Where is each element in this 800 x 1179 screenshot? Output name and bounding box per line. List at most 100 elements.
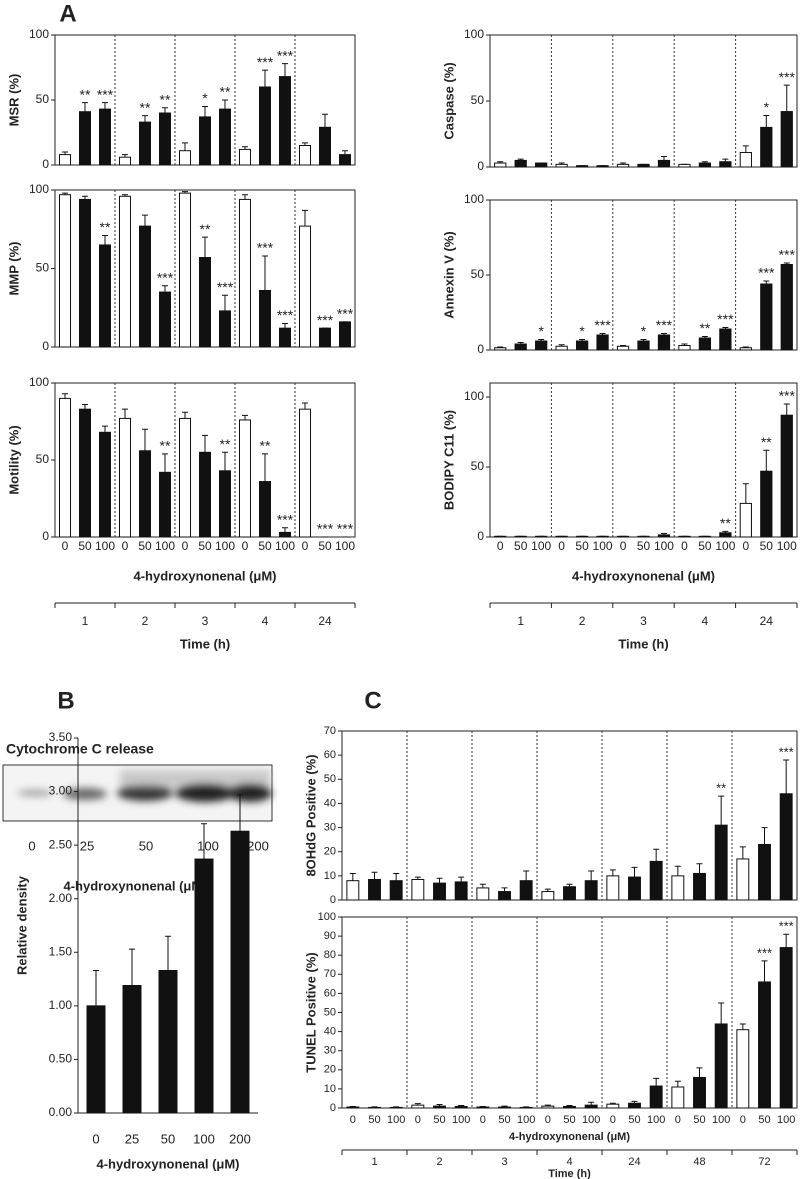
significance-label: ** [761,434,772,450]
significance-label: *** [337,306,354,322]
x-tick-label: 0 [350,1114,356,1126]
y-tick-label: 100 [29,27,49,41]
panel-letter: A [59,0,76,27]
error-bar [242,146,248,150]
x-tick-label: 50 [628,1114,640,1126]
bar [563,1105,576,1109]
bar [389,880,403,901]
bar [535,162,548,168]
error-bar [763,115,770,128]
error-bar [722,158,729,162]
y-tick-label: 0 [42,529,49,543]
x-axis-label: 4-hydroxynonenal (μM) [509,1131,630,1143]
significance-label: ** [260,438,271,454]
x-tick-label: 0 [675,1114,681,1126]
y-tick-label: 40 [324,797,336,809]
error-bar [93,970,99,1006]
error-bar [783,759,790,794]
significance-label: *** [779,247,796,263]
error-bar [122,408,128,419]
bar [779,947,793,1109]
y-tick-label: 2.50 [49,837,73,851]
error-bar [82,102,88,112]
bar [79,408,91,538]
significance-label: *** [758,265,775,281]
blot-title: Cytochrome C release [6,741,154,757]
x-tick-label: 100 [582,1114,600,1126]
bar [139,450,151,538]
x-tick-label: 50 [258,539,272,553]
group-label: 3 [501,1156,507,1168]
y-tick-label: 1.50 [49,944,73,958]
y-tick-label: 70 [324,725,336,737]
error-bar [763,280,770,284]
significance-label: * [641,323,647,339]
error-bar [674,865,681,876]
y-tick-label: 0 [330,1102,336,1114]
error-bar [62,393,68,399]
error-bar [620,162,627,165]
x-tick-label: 50 [758,1114,770,1126]
y-axis-label: 8OHdG Positive (%) [303,754,318,876]
error-bar [722,530,729,533]
error-bar [763,449,770,472]
bar [454,881,468,901]
bar [535,340,548,351]
x-tick-label: 100 [777,539,797,553]
plot-frame [341,916,798,1109]
significance-label: *** [757,945,772,960]
bar [698,162,712,168]
significance-label: * [538,323,544,339]
bar [139,225,151,348]
x-tick-label: 100 [531,539,551,553]
panel-letter: B [57,687,74,714]
error-bar [497,161,504,164]
error-bar [436,1104,443,1107]
error-bar [202,236,208,258]
error-bar [761,827,768,845]
x-tick-label: 100 [387,1114,405,1126]
bar [736,858,750,901]
bar [119,417,131,538]
bar [760,283,773,351]
error-bar [165,935,171,971]
bar [575,340,589,351]
x-tick-label: 100 [275,539,295,553]
error-bar [82,195,88,200]
significance-label: *** [594,317,611,333]
bar [239,419,251,538]
x-tick-label: 100 [712,1114,730,1126]
bar [628,876,641,901]
y-tick-label: 0 [42,157,49,171]
bar [433,882,446,901]
group-label: 4 [702,614,709,628]
blot-lane-label: 50 [139,838,153,853]
error-bar [653,848,660,862]
y-tick-label: 100 [464,192,484,206]
bar [657,334,671,351]
error-bar [742,145,749,153]
x-tick-label: 100 [335,539,355,553]
error-bar [566,1105,573,1107]
group-label: 24 [318,614,332,628]
x-tick-label: 50 [138,539,152,553]
y-tick-label: 90 [324,930,336,942]
bar [616,345,630,351]
error-bar [302,402,308,410]
error-bar [237,794,243,832]
bar [628,1102,641,1109]
group-label: 24 [760,614,774,628]
error-bar [371,1106,378,1108]
y-axis-label: Caspase (%) [441,62,456,139]
x-tick-label: 50 [161,1131,175,1146]
y-axis-label: MSR (%) [6,74,21,127]
error-bar [262,255,268,291]
x-tick-label: 100 [777,1114,795,1126]
bar [671,1086,685,1109]
bar [760,470,773,538]
error-bar [696,1067,703,1078]
error-bar [631,866,638,878]
error-bar [558,344,565,347]
bar [239,148,251,166]
bar [649,1085,663,1109]
